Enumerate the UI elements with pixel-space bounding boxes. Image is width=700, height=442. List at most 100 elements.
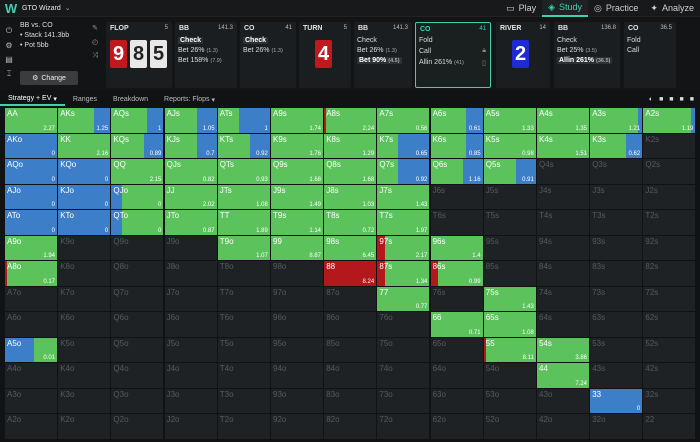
clock-icon[interactable]: ◴: [91, 39, 99, 46]
hand-cell[interactable]: 85o: [324, 337, 378, 363]
pencil-icon[interactable]: ✎: [92, 25, 98, 32]
hand-cell[interactable]: J3o: [164, 388, 218, 414]
hand-cell[interactable]: 54o: [483, 363, 537, 389]
hand-cell[interactable]: T5o: [217, 337, 271, 363]
action-bet-158[interactable]: Bet 158% (7.9): [178, 57, 222, 64]
hand-cell[interactable]: Q3s: [590, 159, 644, 185]
hand-cell[interactable]: 96o: [271, 312, 324, 338]
river-panel[interactable]: RIVER 14 2: [496, 22, 550, 88]
hand-cell[interactable]: K3o: [58, 388, 112, 414]
hand-cell[interactable]: J5o: [164, 337, 218, 363]
hand-cell[interactable]: J7s 1.43: [377, 184, 431, 210]
action-fold[interactable]: Fold: [419, 37, 433, 44]
action-check[interactable]: Check: [243, 37, 269, 44]
hand-cell[interactable]: A3o: [5, 388, 58, 414]
hand-cell[interactable]: JTs 1.08: [217, 184, 271, 210]
action-allin[interactable]: Allin 261% (36.5): [557, 57, 613, 64]
hand-cell[interactable]: A5s 1.33: [483, 108, 537, 134]
layout-4-icon[interactable]: ■: [689, 96, 694, 103]
hand-cell[interactable]: QTs 0.93: [217, 159, 271, 185]
hand-cell[interactable]: K2o: [58, 414, 112, 440]
hand-cell[interactable]: 62o: [430, 414, 484, 440]
hand-cell[interactable]: J8o: [164, 261, 218, 287]
hand-cell[interactable]: 97o: [271, 286, 324, 312]
tab-reports-flops[interactable]: Reports: Flops ▾: [156, 93, 223, 106]
hand-cell[interactable]: 53o: [483, 388, 537, 414]
hand-cell[interactable]: 92s: [643, 235, 697, 261]
hand-cell[interactable]: A9s 1.74: [271, 108, 324, 134]
nav-study[interactable]: ◈ Study: [542, 0, 589, 17]
hand-cell[interactable]: K8o: [58, 261, 112, 287]
hand-cell[interactable]: QJs 0.82: [164, 159, 218, 185]
hand-cell[interactable]: K4s 1.51: [537, 133, 590, 159]
hand-cell[interactable]: 63s: [590, 312, 644, 338]
action-check[interactable]: Check: [178, 37, 204, 44]
action-bet-26[interactable]: Bet 26% (1.3): [357, 47, 397, 54]
hand-cell[interactable]: T8o: [217, 261, 271, 287]
hand-cell[interactable]: Q7s 0.92: [377, 159, 431, 185]
hand-cell[interactable]: T2s: [643, 210, 697, 236]
gto-wizard-logo-icon[interactable]: W: [4, 0, 18, 16]
hand-cell[interactable]: Q2s: [643, 159, 697, 185]
hand-cell[interactable]: 52s: [643, 337, 697, 363]
hand-cell[interactable]: 76o: [377, 312, 431, 338]
hand-cell[interactable]: 98s 6.45: [324, 235, 378, 261]
hand-cell[interactable]: ATs 1: [217, 108, 271, 134]
hand-cell[interactable]: QTo 0: [111, 210, 165, 236]
flop-panel[interactable]: FLOP 5 9 8 5: [106, 22, 172, 88]
hand-cell[interactable]: 99 8.87: [271, 235, 324, 261]
bb-turn-panel[interactable]: BB 141.3 Check Bet 26% (1.3) Bet 90% (4.5): [354, 22, 412, 88]
nav-practice[interactable]: ◎ Practice: [588, 0, 644, 17]
hand-cell[interactable]: 74s: [537, 286, 590, 312]
hand-cell[interactable]: 94o: [271, 363, 324, 389]
hand-cell[interactable]: A8o 0.17: [5, 261, 58, 287]
hand-cell[interactable]: KK 2.16: [58, 133, 112, 159]
hand-cell[interactable]: J2s: [643, 184, 697, 210]
hand-cell[interactable]: 75o: [377, 337, 431, 363]
turn-panel[interactable]: TURN 5 4: [299, 22, 351, 88]
hand-cell[interactable]: T9s 1.14: [271, 210, 324, 236]
hand-cell[interactable]: J7o: [164, 286, 218, 312]
hand-cell[interactable]: 42o: [537, 414, 590, 440]
hand-cell[interactable]: Q3o: [111, 388, 165, 414]
co-flop-panel[interactable]: CO 41 Check Bet 26% (1.3): [240, 22, 296, 88]
hand-cell[interactable]: A3s 1.21: [590, 108, 644, 134]
hand-cell[interactable]: 64o: [430, 363, 484, 389]
change-button[interactable]: ⚙ Change: [20, 71, 78, 85]
hand-cell[interactable]: AQo 0: [5, 159, 58, 185]
co-turn-panel[interactable]: CO 41 Fold Call Allin 261% (41) 🔒︎ ▯: [415, 22, 491, 88]
hand-cell[interactable]: A4s 1.35: [537, 108, 590, 134]
hand-cell[interactable]: 83o: [324, 388, 378, 414]
hand-cell[interactable]: J3s: [590, 184, 644, 210]
bb-river-panel[interactable]: BB 136.8 Check Bet 25% (3.5) Allin 261% (3…: [554, 22, 620, 88]
hand-cell[interactable]: J5s: [483, 184, 537, 210]
hand-cell[interactable]: A2o: [5, 414, 58, 440]
half-circle-icon[interactable]: ◐: [648, 96, 654, 103]
hand-cell[interactable]: A8s 2.24: [324, 108, 378, 134]
hand-cell[interactable]: K8s 1.29: [324, 133, 378, 159]
hand-cell[interactable]: 96s 1.4: [430, 235, 484, 261]
hand-cell[interactable]: 94s: [537, 235, 590, 261]
hand-cell[interactable]: J8s 1.03: [324, 184, 378, 210]
hand-cell[interactable]: 86s 0.99: [430, 261, 484, 287]
hand-cell[interactable]: A6s 0.61: [430, 108, 484, 134]
hand-cell[interactable]: QQ 2.15: [111, 159, 165, 185]
hand-cell[interactable]: Q4s: [537, 159, 590, 185]
hand-cell[interactable]: 93s: [590, 235, 644, 261]
hand-cell[interactable]: 88 8.24: [324, 261, 378, 287]
hand-cell[interactable]: KTo 0: [58, 210, 112, 236]
hand-cell[interactable]: 75s 1.43: [483, 286, 537, 312]
hand-cell[interactable]: 72o: [377, 414, 431, 440]
hand-cell[interactable]: 74o: [377, 363, 431, 389]
action-fold[interactable]: Fold: [627, 37, 641, 44]
hand-cell[interactable]: K5o: [58, 337, 112, 363]
hand-cell[interactable]: T3s: [590, 210, 644, 236]
hand-cell[interactable]: 55 8.11: [483, 337, 537, 363]
hand-cell[interactable]: Q5s 0.91: [483, 159, 537, 185]
power-icon[interactable]: ⏻: [5, 26, 13, 35]
hand-cell[interactable]: Q9s 1.68: [271, 159, 324, 185]
hand-cell[interactable]: 43s: [590, 363, 644, 389]
hand-cell[interactable]: 72s: [643, 286, 697, 312]
hand-cell[interactable]: J6o: [164, 312, 218, 338]
hand-cell[interactable]: AQs 1: [111, 108, 165, 134]
